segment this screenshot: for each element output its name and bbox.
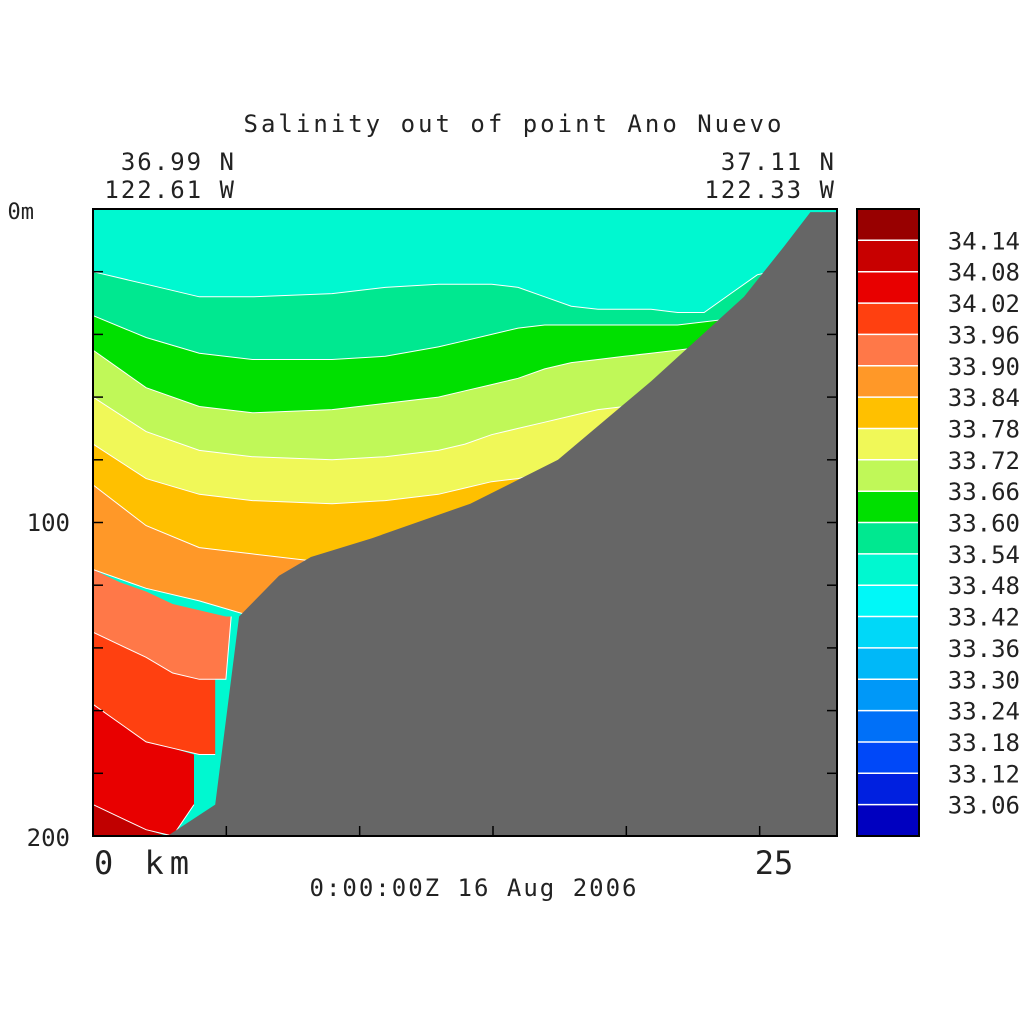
x-axis-mid-label: 25 (755, 844, 794, 882)
colorbar-label: 33.66 (948, 478, 1020, 506)
x-axis-start-label: 0 km (94, 844, 195, 882)
salinity-band-2 (93, 212, 822, 413)
colorbar-swatch (857, 209, 919, 241)
left-longitude-label: 122.61 W (104, 176, 236, 204)
salinity-band-1 (93, 212, 822, 360)
colorbar-swatch (857, 334, 919, 367)
plot-frame (92, 208, 838, 837)
colorbar-label: 33.60 (948, 510, 1020, 538)
colorbar-label: 34.08 (948, 259, 1020, 287)
colorbar-swatch (857, 365, 919, 398)
colorbar-swatch (857, 303, 919, 335)
contour-line-7 (92, 616, 232, 680)
salinity-band-8 (93, 632, 216, 755)
salinity-band-0 (93, 209, 822, 313)
colorbar-label: 33.18 (948, 729, 1020, 757)
colorbar-swatches (857, 209, 919, 837)
seafloor-bathymetry (167, 212, 837, 837)
y-axis-mid-label: 100 (27, 509, 70, 537)
colorbar-swatch (857, 491, 919, 523)
colorbar-label: 33.84 (948, 384, 1020, 412)
colorbar-label: 34.14 (948, 227, 1020, 255)
y-axis-top-label: 0m (8, 200, 35, 225)
colorbar-label: 33.90 (948, 353, 1020, 381)
colorbar-swatch (857, 585, 919, 618)
colorbar-frame (856, 208, 920, 837)
y-axis-bottom-label: 200 (27, 824, 70, 852)
colorbar-swatch (857, 742, 919, 774)
colorbar-swatch (857, 428, 919, 461)
colorbar-label: 33.24 (948, 698, 1020, 726)
plot-area (92, 208, 838, 837)
salinity-band-7 (93, 569, 232, 680)
colorbar-swatch (857, 553, 919, 586)
colorbar-label: 33.36 (948, 635, 1020, 663)
colorbar-swatch (857, 522, 919, 555)
contour-line-0 (92, 211, 822, 313)
colorbar-swatch (857, 459, 919, 492)
colorbar-swatch (857, 271, 919, 304)
contour-line-9 (92, 804, 195, 837)
timestamp-label: 0:00:00Z 16 Aug 2006 (310, 874, 639, 902)
salinity-band-6 (93, 212, 822, 617)
colorbar-swatch (857, 647, 919, 680)
colorbar-label: 33.06 (948, 792, 1020, 820)
colorbar-label: 34.02 (948, 290, 1020, 318)
colorbar-swatch (857, 773, 919, 806)
colorbar-swatch (857, 397, 919, 429)
colorbar-label: 33.12 (948, 760, 1020, 788)
colorbar-label: 33.72 (948, 447, 1020, 475)
colorbar-label: 33.48 (948, 572, 1020, 600)
colorbar-swatch (857, 804, 919, 837)
colorbar-swatch (857, 710, 919, 743)
right-longitude-label: 122.33 W (704, 176, 836, 204)
salinity-band-9 (93, 704, 194, 836)
contour-line-8 (92, 703, 216, 755)
salinity-band-10 (93, 804, 168, 836)
left-latitude-label: 36.99 N (121, 148, 236, 176)
right-latitude-label: 37.11 N (721, 148, 836, 176)
colorbar-swatch (857, 616, 919, 649)
colorbar-label: 33.96 (948, 321, 1020, 349)
axis-ticks (93, 270, 837, 836)
colorbar-label: 33.42 (948, 604, 1020, 632)
colorbar-label: 33.78 (948, 416, 1020, 444)
colorbar-label: 33.30 (948, 666, 1020, 694)
chart-title: Salinity out of point Ano Nuevo (244, 110, 785, 138)
colorbar-swatch (857, 679, 919, 712)
colorbar: 34.14 34.08 34.02 33.96 33.90 33.84 33.78 33.72… (856, 208, 1020, 837)
colorbar-swatch (857, 240, 919, 273)
colorbar-labels: 34.14 34.08 34.02 33.96 33.90 33.84 33.78 33.72… (948, 227, 1020, 819)
salinity-band-5 (93, 212, 822, 583)
colorbar-label: 33.54 (948, 541, 1020, 569)
